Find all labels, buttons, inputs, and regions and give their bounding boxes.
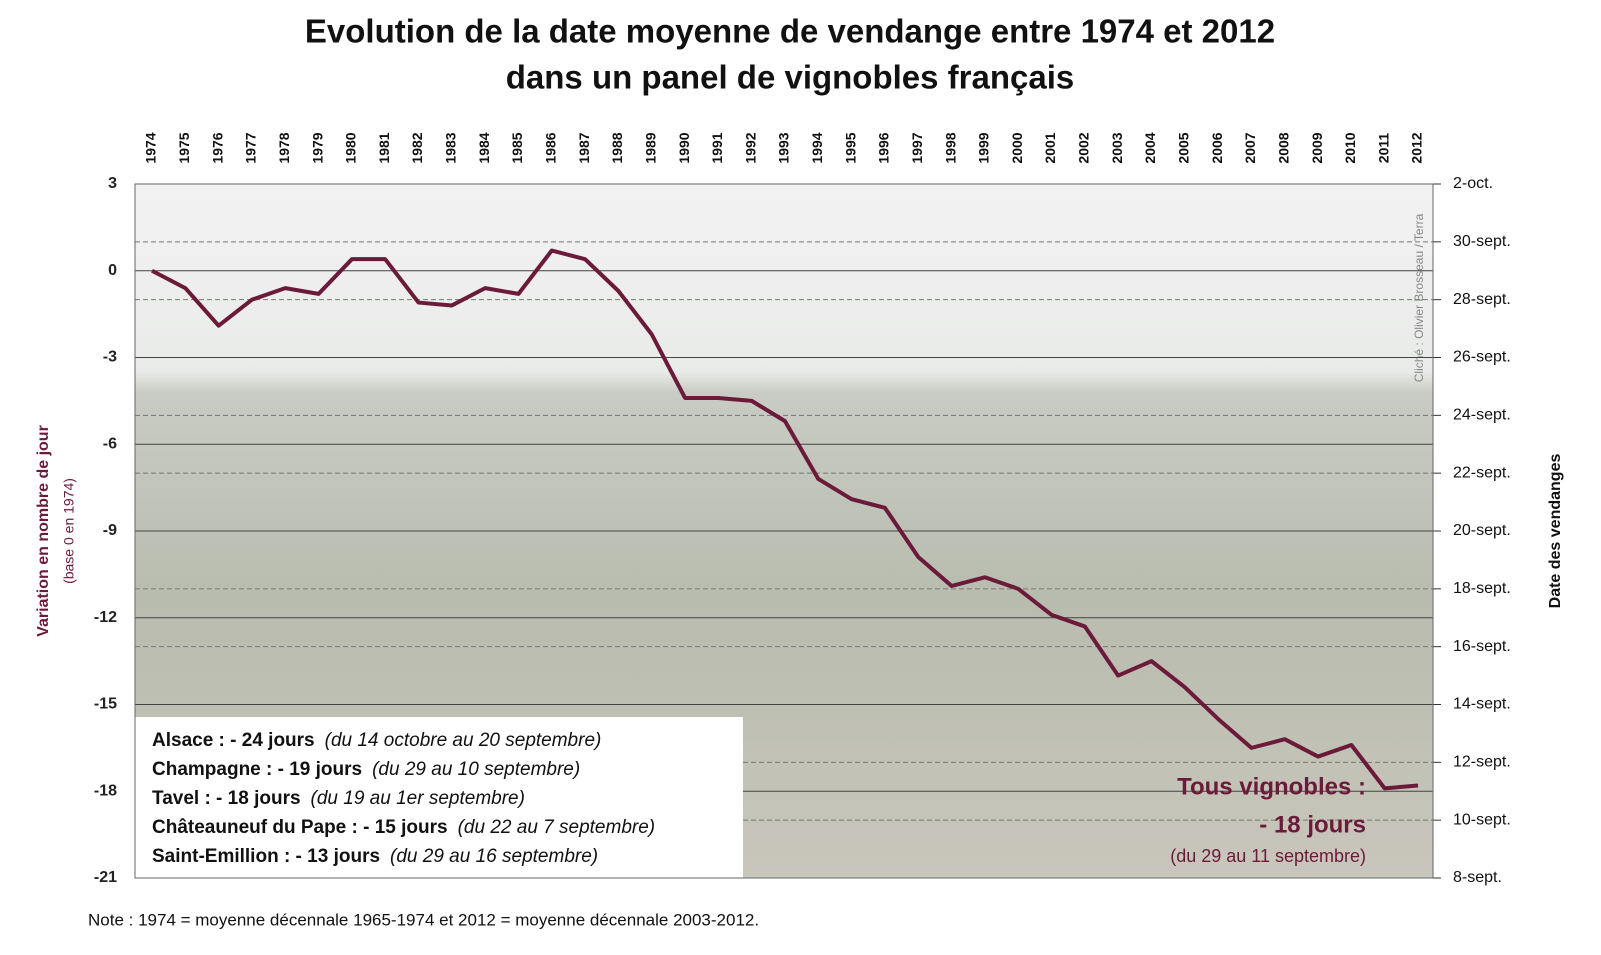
y2-axis-label: Date des vendanges bbox=[1547, 454, 1564, 609]
y2-tick-label: 28-sept. bbox=[1453, 291, 1511, 308]
note: Note : 1974 = moyenne décennale 1965-197… bbox=[88, 910, 759, 929]
y2-tick-label: 10-sept. bbox=[1453, 811, 1511, 828]
y-tick-label: -18 bbox=[94, 782, 117, 799]
y2-tick-label: 22-sept. bbox=[1453, 464, 1511, 481]
x-tick-label: 2005 bbox=[1175, 132, 1191, 163]
legend-label: Tavel : - 18 jours bbox=[152, 788, 301, 809]
x-tick-label: 1998 bbox=[942, 132, 958, 163]
legend-entry: Saint-Emillion : - 13 jours (du 29 au 16 … bbox=[152, 846, 598, 867]
y-axis-label: Variation en nombre de jour bbox=[35, 425, 52, 637]
x-tick-label: 1974 bbox=[143, 132, 159, 163]
legend-label: Champagne : - 19 jours bbox=[152, 759, 362, 780]
legend-detail: (du 29 au 16 septembre) bbox=[390, 846, 598, 867]
y2-tick-label: 8-sept. bbox=[1453, 869, 1502, 886]
x-tick-label: 1979 bbox=[309, 132, 325, 163]
x-tick-label: 1989 bbox=[642, 132, 658, 163]
x-tick-label: 1975 bbox=[176, 132, 192, 163]
x-tick-label: 1976 bbox=[209, 132, 225, 163]
x-tick-label: 1978 bbox=[276, 132, 292, 163]
y-tick-label: 3 bbox=[108, 175, 117, 192]
legend-detail: (du 29 au 10 septembre) bbox=[372, 759, 580, 780]
legend-entry: Champagne : - 19 jours (du 29 au 10 septe… bbox=[152, 759, 580, 780]
legend-entry: Tavel : - 18 jours (du 19 au 1er septembr… bbox=[152, 788, 525, 809]
legend-label: Châteauneuf du Pape : - 15 jours bbox=[152, 817, 448, 838]
legend-label: Saint-Emillion : - 13 jours bbox=[152, 846, 380, 867]
x-tick-label: 1997 bbox=[909, 132, 925, 163]
line-series bbox=[151, 248, 1419, 791]
x-tick-label: 2001 bbox=[1042, 132, 1058, 163]
x-tick-label: 2011 bbox=[1375, 133, 1391, 164]
plot-frame bbox=[134, 183, 1434, 879]
legend-detail: (du 14 octobre au 20 septembre) bbox=[325, 730, 602, 751]
x-tick-label: 2004 bbox=[1142, 132, 1158, 163]
x-tick-label: 1987 bbox=[576, 132, 592, 163]
x-tick-label: 1981 bbox=[376, 132, 392, 163]
x-tick-label: 2008 bbox=[1275, 132, 1291, 163]
x-tick-label: 2009 bbox=[1309, 132, 1325, 163]
legend-label: Alsace : - 24 jours bbox=[152, 730, 315, 751]
legend-detail: (du 19 au 1er septembre) bbox=[311, 788, 525, 809]
y2-tick-label: 30-sept. bbox=[1453, 233, 1511, 250]
x-tick-label: 1982 bbox=[409, 132, 425, 163]
y-tick-label: 0 bbox=[108, 262, 117, 279]
annotation: - 18 jours bbox=[1259, 811, 1366, 838]
x-tick-label: 1986 bbox=[542, 132, 558, 163]
x-tick-label: 1995 bbox=[842, 132, 858, 163]
x-tick-label: 2010 bbox=[1342, 132, 1358, 163]
x-tick-label: 1984 bbox=[476, 132, 492, 163]
y2-tick-label: 16-sept. bbox=[1453, 638, 1511, 655]
x-tick-label: 1983 bbox=[443, 132, 459, 163]
y2-tick-label: 20-sept. bbox=[1453, 522, 1511, 539]
y-tick-label: -3 bbox=[103, 349, 117, 366]
x-tick-label: 2002 bbox=[1076, 132, 1092, 163]
x-tick-label: 1980 bbox=[343, 132, 359, 163]
x-tick-label: 1988 bbox=[609, 132, 625, 163]
x-tick-label: 1994 bbox=[809, 132, 825, 163]
chart-title: Evolution de la date moyenne de vendange… bbox=[305, 13, 1275, 50]
x-tick-label: 1990 bbox=[676, 132, 692, 163]
y2-tick-label: 24-sept. bbox=[1453, 407, 1511, 424]
x-tick-label: 2000 bbox=[1009, 132, 1025, 163]
legend-entry: Alsace : - 24 jours (du 14 octobre au 20 … bbox=[152, 730, 601, 751]
y2-tick-label: 2-oct. bbox=[1453, 175, 1493, 192]
x-tick-label: 2012 bbox=[1409, 132, 1425, 163]
x-tick-label: 1985 bbox=[509, 132, 525, 163]
annotation: Tous vignobles : bbox=[1177, 773, 1366, 800]
y-tick-label: -21 bbox=[94, 869, 117, 886]
y-tick-label: -9 bbox=[103, 522, 117, 539]
y-tick-label: -6 bbox=[103, 435, 117, 452]
x-tick-label: 2007 bbox=[1242, 132, 1258, 163]
x-tick-label: 2003 bbox=[1109, 132, 1125, 163]
y2-tick-label: 14-sept. bbox=[1453, 696, 1511, 713]
x-tick-label: 1977 bbox=[243, 132, 259, 163]
y2-tick-label: 18-sept. bbox=[1453, 580, 1511, 597]
x-tick-label: 2006 bbox=[1209, 132, 1225, 163]
y-axis-note: (base 0 en 1974) bbox=[61, 478, 77, 584]
x-tick-label: 1996 bbox=[876, 132, 892, 163]
x-tick-label: 1992 bbox=[742, 132, 758, 163]
y-tick-label: -12 bbox=[94, 609, 117, 626]
legend-detail: (du 22 au 7 septembre) bbox=[458, 817, 656, 838]
y2-tick-label: 26-sept. bbox=[1453, 349, 1511, 366]
annotation: (du 29 au 11 septembre) bbox=[1170, 846, 1366, 866]
chart-title: dans un panel de vignobles français bbox=[506, 59, 1074, 96]
y-tick-label: -15 bbox=[94, 696, 117, 713]
photo-credit: Cliché : Olivier Brosseau / Terra bbox=[1412, 213, 1426, 382]
x-tick-label: 1991 bbox=[709, 132, 725, 163]
x-tick-label: 1993 bbox=[776, 132, 792, 163]
y2-tick-label: 12-sept. bbox=[1453, 754, 1511, 771]
legend-entry: Châteauneuf du Pape : - 15 jours (du 22 a… bbox=[152, 817, 655, 838]
legend-box bbox=[135, 717, 743, 878]
x-tick-label: 1999 bbox=[976, 132, 992, 163]
